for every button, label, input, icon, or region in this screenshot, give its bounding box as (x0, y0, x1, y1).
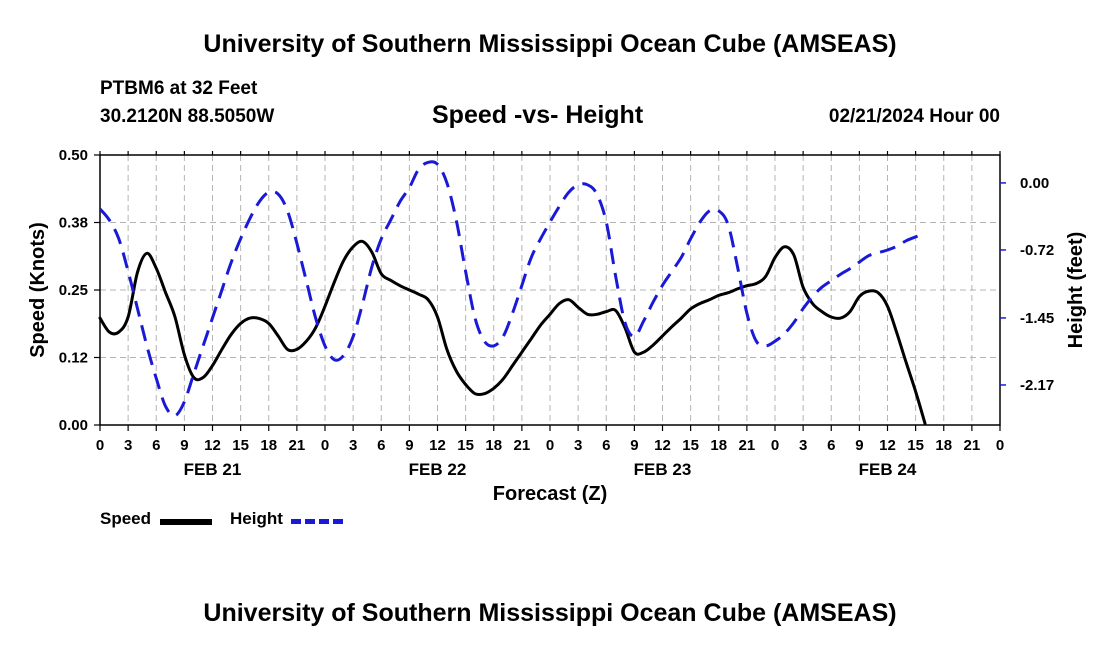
axis-labels: 0 3 6 9 12 15 18 21 0 3 6 9 12 15 18 21 0 3 6 9 12 15 18 21 0 3 6 9… (59, 147, 1054, 479)
y-right-tick-label: -0.72 (1020, 242, 1054, 259)
legend-speed-label: Speed (100, 509, 152, 528)
y-right-tick-label: -2.17 (1020, 377, 1054, 394)
x-tick-label: 9 (180, 437, 188, 454)
x-tick-label: 21 (739, 437, 756, 454)
chart-subtitle: Speed -vs- Height (432, 101, 644, 129)
y-tick-label: 0.25 (59, 282, 88, 299)
x-tick-label: 18 (260, 437, 277, 454)
coords-label: 30.2120N 88.5050W (100, 106, 275, 127)
y-tick-label: 0.50 (59, 147, 88, 164)
x-tick-label: 3 (349, 437, 357, 454)
x-tick-label: 15 (457, 437, 474, 454)
x-tick-label: 15 (682, 437, 699, 454)
x-tick-label: 9 (630, 437, 638, 454)
axis-ticks (94, 151, 1006, 431)
y-tick-label: 0.00 (59, 417, 88, 434)
x-tick-label: 21 (964, 437, 981, 454)
y-axis-right-title: Height (feet) (1065, 232, 1087, 349)
x-tick-label: 6 (152, 437, 160, 454)
date-label: FEB 22 (409, 460, 467, 479)
x-tick-label: 18 (710, 437, 727, 454)
x-tick-label: 12 (879, 437, 896, 454)
date-label: FEB 23 (634, 460, 692, 479)
legend-height-swatch (291, 519, 343, 524)
x-tick-label: 15 (907, 437, 924, 454)
footer-title: University of Southern Mississippi Ocean… (203, 599, 897, 627)
x-tick-label: 18 (935, 437, 952, 454)
station-label: PTBM6 at 32 Feet (100, 78, 258, 99)
x-tick-label: 0 (96, 437, 104, 454)
x-tick-label: 6 (377, 437, 385, 454)
x-tick-label: 0 (771, 437, 779, 454)
date-label: 02/21/2024 Hour 00 (828, 106, 1000, 127)
x-tick-label: 6 (827, 437, 835, 454)
grid (100, 155, 1000, 425)
x-axis-title: Forecast (Z) (493, 483, 607, 505)
x-tick-label: 0 (996, 437, 1004, 454)
y-tick-label: 0.38 (59, 215, 88, 232)
y-axis-title: Speed (Knots) (27, 222, 49, 358)
speed-series-line (98, 239, 927, 425)
height-series-line (98, 160, 926, 418)
date-label: FEB 24 (859, 460, 917, 479)
speed-height-chart: 0 3 6 9 12 15 18 21 0 3 6 9 12 15 18 21 0 3 6 9 12 15 18 21 0 3 6 9… (27, 147, 1087, 505)
x-tick-label: 0 (546, 437, 554, 454)
x-tick-label: 3 (574, 437, 582, 454)
y-tick-label: 0.12 (59, 350, 88, 367)
legend-speed-swatch (160, 519, 212, 525)
x-tick-label: 3 (124, 437, 132, 454)
chart-title: University of Southern Mississippi Ocean… (203, 30, 897, 58)
x-tick-label: 12 (429, 437, 446, 454)
x-tick-label: 21 (289, 437, 306, 454)
y-right-tick-label: -1.45 (1020, 310, 1054, 327)
series-lines (98, 160, 927, 425)
x-tick-label: 6 (602, 437, 610, 454)
x-tick-label: 3 (799, 437, 807, 454)
date-label: FEB 21 (184, 460, 242, 479)
x-tick-label: 0 (321, 437, 329, 454)
legend-height-label: Height (230, 509, 283, 528)
x-tick-label: 15 (232, 437, 249, 454)
x-tick-label: 18 (485, 437, 502, 454)
x-tick-label: 9 (855, 437, 863, 454)
x-tick-label: 12 (654, 437, 671, 454)
x-tick-label: 21 (514, 437, 531, 454)
x-tick-label: 9 (405, 437, 413, 454)
x-tick-label: 12 (204, 437, 221, 454)
y-right-tick-label: 0.00 (1020, 175, 1049, 192)
